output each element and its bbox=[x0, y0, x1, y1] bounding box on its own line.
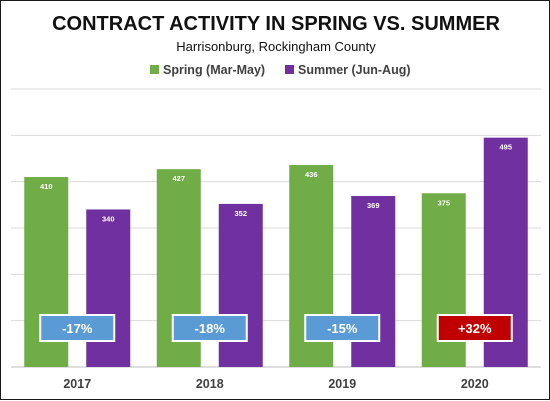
change-badge-2018: -18% bbox=[171, 314, 248, 342]
x-tick-label-2017: 2017 bbox=[63, 377, 91, 391]
legend-swatch-summer bbox=[285, 65, 294, 74]
data-label-summer-2019: 369 bbox=[367, 201, 380, 210]
change-badge-box-2017 bbox=[39, 314, 116, 342]
change-badge-2020: +32% bbox=[436, 314, 513, 342]
change-badge-box-2018 bbox=[171, 314, 248, 342]
x-axis-ticks: 2017 2018 2019 2020 bbox=[63, 377, 488, 391]
change-badge-2019: -15% bbox=[304, 314, 381, 342]
change-badge-box-2019 bbox=[304, 314, 381, 342]
data-label-summer-2017: 340 bbox=[102, 214, 115, 223]
data-label-summer-2018: 352 bbox=[234, 209, 247, 218]
change-badge-label-2019: -15% bbox=[327, 321, 358, 336]
data-label-spring-2017: 410 bbox=[40, 182, 53, 191]
legend-label-spring: Spring (Mar-May) bbox=[163, 63, 265, 77]
data-label-spring-2020: 375 bbox=[437, 198, 450, 207]
legend-swatch-spring bbox=[150, 65, 159, 74]
x-tick-label-2018: 2018 bbox=[196, 377, 224, 391]
data-label-spring-2018: 427 bbox=[172, 174, 185, 183]
x-tick-label-2020: 2020 bbox=[461, 377, 489, 391]
change-badge-label-2018: -18% bbox=[195, 321, 226, 336]
chart-title: CONTRACT ACTIVITY IN SPRING VS. SUMMER bbox=[52, 13, 500, 35]
bar-summer-2018 bbox=[218, 203, 263, 367]
legend-label-summer: Summer (Jun-Aug) bbox=[298, 63, 411, 77]
change-badge-2017: -17% bbox=[39, 314, 116, 342]
bar-summer-2017 bbox=[86, 209, 131, 367]
change-badges: -17% -18% -15% +32% bbox=[39, 314, 513, 342]
change-badge-label-2017: -17% bbox=[62, 321, 93, 336]
x-tick-label-2019: 2019 bbox=[328, 377, 356, 391]
value-labels: 410 340 427 352 436 369 375 495 bbox=[40, 143, 512, 224]
change-badge-label-2020: +32% bbox=[458, 321, 492, 336]
change-badge-box-2020 bbox=[436, 314, 513, 342]
legend: Spring (Mar-May) Summer (Jun-Aug) bbox=[150, 63, 411, 77]
data-label-summer-2020: 495 bbox=[499, 143, 512, 152]
data-label-spring-2019: 436 bbox=[305, 170, 318, 179]
chart-subtitle: Harrisonburg, Rockingham County bbox=[176, 39, 376, 54]
